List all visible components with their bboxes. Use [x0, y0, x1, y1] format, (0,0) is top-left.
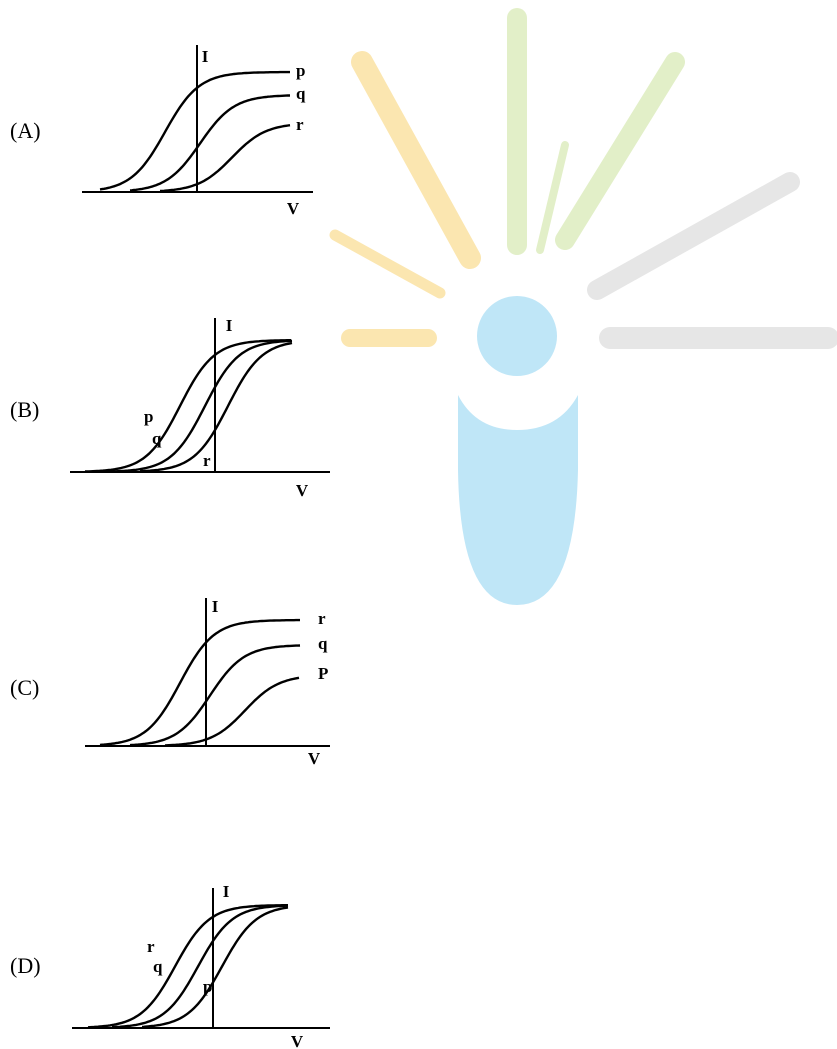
x-axis-label: V — [287, 199, 300, 218]
curve — [99, 618, 300, 747]
curve — [139, 341, 293, 473]
watermark-ray — [351, 51, 481, 269]
curve-label: r — [203, 451, 211, 470]
curve — [129, 94, 290, 192]
curve — [129, 644, 301, 747]
curve — [84, 339, 291, 473]
curve — [87, 904, 288, 1029]
curve-label: p — [296, 61, 305, 80]
curve — [99, 70, 290, 191]
y-axis-label: I — [226, 316, 233, 335]
curve-label: r — [147, 937, 155, 956]
option-label: (A) — [10, 118, 41, 143]
curve — [159, 124, 291, 193]
curve-label: p — [203, 977, 212, 996]
curve-label: q — [152, 429, 162, 448]
watermark-ray — [536, 141, 569, 254]
watermark-head — [477, 296, 557, 376]
curve-label: r — [318, 609, 326, 628]
curve-label: P — [318, 664, 328, 683]
watermark-ray — [587, 172, 800, 300]
y-axis-label: I — [223, 882, 230, 901]
option-label: (D) — [10, 953, 41, 978]
watermark — [329, 8, 837, 605]
y-axis-label: I — [202, 47, 209, 66]
curve — [109, 339, 293, 473]
watermark-ray — [329, 229, 446, 299]
x-axis-label: V — [296, 481, 309, 500]
option-label: (B) — [10, 397, 39, 422]
curve — [111, 904, 289, 1029]
x-axis-label: V — [291, 1032, 304, 1049]
curve-label: p — [144, 407, 153, 426]
curve-label: q — [296, 84, 306, 103]
curve-label: q — [153, 957, 163, 976]
watermark-body — [458, 395, 578, 605]
curve-label: r — [296, 115, 304, 134]
curve-label: q — [318, 634, 328, 653]
curve — [141, 906, 289, 1029]
x-axis-label: V — [308, 749, 321, 768]
curve — [164, 676, 300, 747]
y-axis-label: I — [212, 597, 219, 616]
watermark-ray — [555, 52, 685, 250]
option-label: (C) — [10, 675, 39, 700]
